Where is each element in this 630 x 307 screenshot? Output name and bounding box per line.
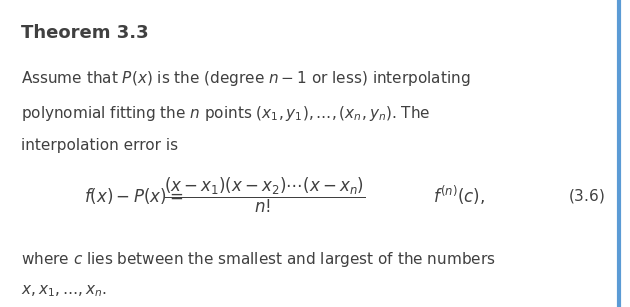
Text: $(3.6)$: $(3.6)$ [568,187,604,205]
Text: Assume that $P(x)$ is the (degree $n-1$ or less) interpolating: Assume that $P(x)$ is the (degree $n-1$ … [21,69,471,88]
Text: $x, x_1, \ldots, x_n.$: $x, x_1, \ldots, x_n.$ [21,283,107,299]
Text: interpolation error is: interpolation error is [21,138,178,154]
Text: $\dfrac{(x-x_1)(x-x_2)\cdots(x-x_n)}{n!}$: $\dfrac{(x-x_1)(x-x_2)\cdots(x-x_n)}{n!}… [164,176,365,215]
Text: Theorem 3.3: Theorem 3.3 [21,24,149,42]
Text: $f(x) - P(x) = $: $f(x) - P(x) = $ [84,186,183,206]
Text: polynomial fitting the $n$ points $(x_1, y_1), \ldots, (x_n, y_n)$. The: polynomial fitting the $n$ points $(x_1,… [21,104,431,123]
Text: $f^{(n)}(c),$: $f^{(n)}(c),$ [433,184,485,207]
Text: where $c$ lies between the smallest and largest of the numbers: where $c$ lies between the smallest and … [21,250,496,269]
